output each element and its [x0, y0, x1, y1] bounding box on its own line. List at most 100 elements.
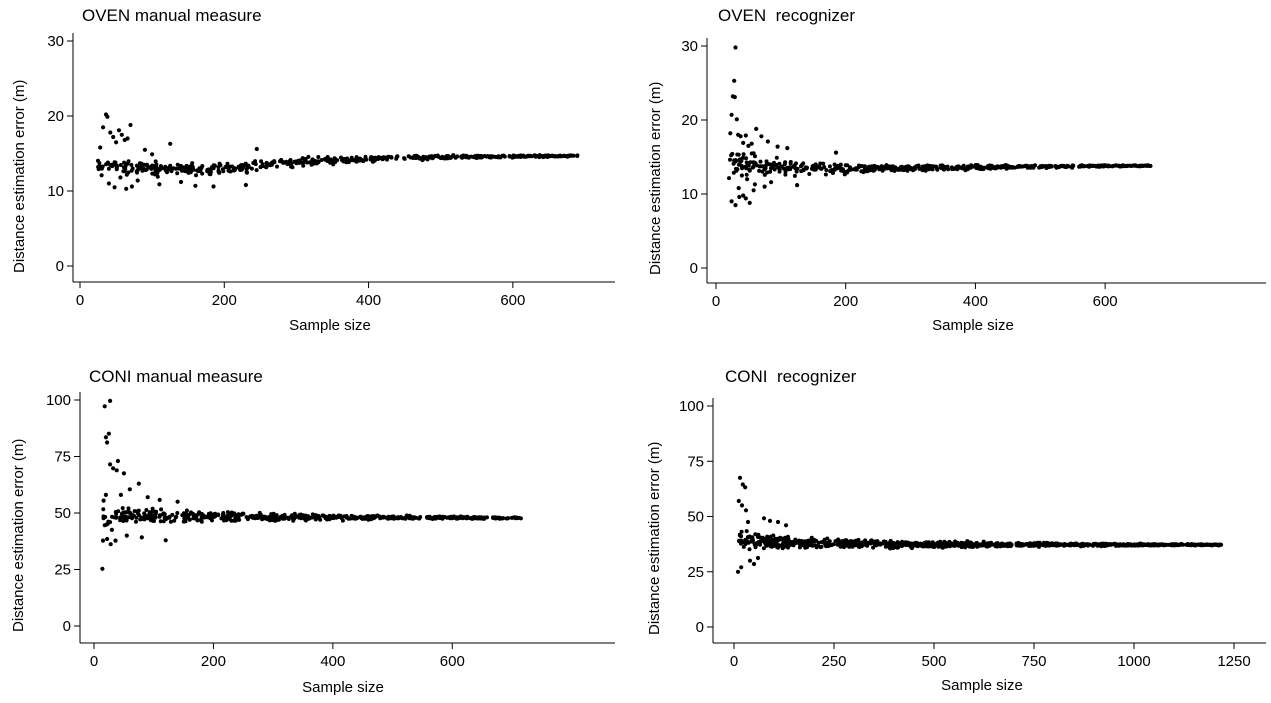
- data-point: [777, 169, 782, 174]
- data-point: [403, 515, 407, 520]
- data-point: [207, 172, 212, 176]
- data-point: [124, 533, 129, 538]
- data-point: [761, 546, 766, 551]
- data-point: [759, 539, 764, 544]
- y-tick-label: 10: [47, 183, 64, 200]
- data-point: [186, 170, 191, 175]
- data-point: [112, 160, 117, 165]
- data-point: [496, 155, 501, 160]
- data-point: [134, 169, 139, 174]
- data-point: [471, 515, 476, 520]
- data-point: [352, 514, 356, 519]
- data-point: [275, 164, 279, 169]
- data-point: [926, 543, 931, 547]
- data-point: [745, 519, 751, 525]
- data-point: [125, 136, 130, 141]
- data-point: [1141, 163, 1146, 168]
- data-point: [132, 513, 136, 518]
- data-point: [258, 165, 263, 170]
- data-point: [1008, 541, 1013, 546]
- data-point: [853, 540, 858, 545]
- data-point: [364, 514, 369, 519]
- data-point: [290, 513, 294, 518]
- data-point: [751, 561, 757, 567]
- data-point: [1010, 165, 1015, 169]
- data-point: [994, 164, 999, 169]
- data-point: [372, 156, 377, 161]
- data-point: [743, 133, 748, 138]
- data-point: [978, 164, 983, 169]
- data-point: [174, 166, 178, 171]
- data-point: [294, 514, 298, 519]
- data-point: [229, 514, 234, 518]
- data-point: [747, 558, 753, 563]
- data-point: [339, 516, 344, 521]
- data-point: [727, 176, 731, 181]
- data-point: [733, 158, 738, 163]
- data-point: [137, 513, 141, 518]
- data-point: [1015, 165, 1020, 169]
- data-point: [1070, 163, 1075, 168]
- data-point: [914, 164, 919, 169]
- data-point: [237, 166, 242, 171]
- data-point: [793, 541, 798, 545]
- data-point: [975, 544, 980, 549]
- data-point: [1084, 542, 1088, 547]
- data-point: [1095, 543, 1100, 548]
- data-point: [274, 518, 279, 523]
- data-point: [136, 481, 141, 486]
- data-point: [1016, 543, 1021, 548]
- data-point: [1117, 542, 1122, 547]
- data-point: [833, 150, 839, 155]
- data-point: [777, 543, 782, 548]
- data-point: [1048, 542, 1053, 547]
- data-point: [1039, 164, 1044, 169]
- data-point: [769, 180, 774, 185]
- data-point: [144, 167, 149, 172]
- data-point: [743, 196, 748, 201]
- data-point: [741, 544, 746, 549]
- data-point: [108, 130, 113, 135]
- data-point: [873, 543, 878, 548]
- data-point: [344, 514, 349, 519]
- data-point: [1134, 543, 1139, 548]
- data-point: [745, 177, 750, 182]
- data-point: [785, 167, 790, 172]
- data-point: [395, 154, 400, 159]
- x-tick-label: 200: [201, 653, 226, 670]
- data-point: [368, 156, 373, 161]
- data-point: [478, 153, 483, 158]
- data-point: [218, 163, 223, 168]
- data-point: [739, 565, 744, 570]
- data-point: [899, 164, 904, 169]
- data-point: [851, 167, 856, 172]
- data-point: [753, 532, 758, 537]
- data-point: [944, 165, 948, 170]
- data-point: [108, 398, 113, 403]
- data-point: [743, 538, 748, 543]
- data-point: [864, 542, 869, 547]
- data-point: [968, 543, 972, 547]
- y-tick-label: 0: [696, 619, 704, 636]
- data-point: [192, 516, 197, 521]
- data-point: [465, 515, 470, 520]
- data-point: [733, 203, 738, 208]
- y-tick-label: 50: [54, 505, 71, 522]
- data-point: [200, 164, 205, 168]
- data-point: [110, 514, 114, 519]
- data-point: [105, 160, 110, 165]
- data-point: [407, 513, 412, 518]
- data-point: [920, 544, 925, 549]
- data-point: [783, 523, 789, 528]
- data-point: [760, 169, 765, 174]
- data-point: [114, 511, 119, 516]
- data-point: [254, 146, 259, 152]
- data-point: [827, 164, 832, 169]
- data-point: [254, 168, 259, 173]
- data-point: [1029, 543, 1034, 548]
- data-point: [1147, 543, 1152, 548]
- data-point: [311, 161, 316, 166]
- data-point: [109, 163, 114, 168]
- data-point: [113, 538, 118, 543]
- data-point: [1057, 164, 1062, 169]
